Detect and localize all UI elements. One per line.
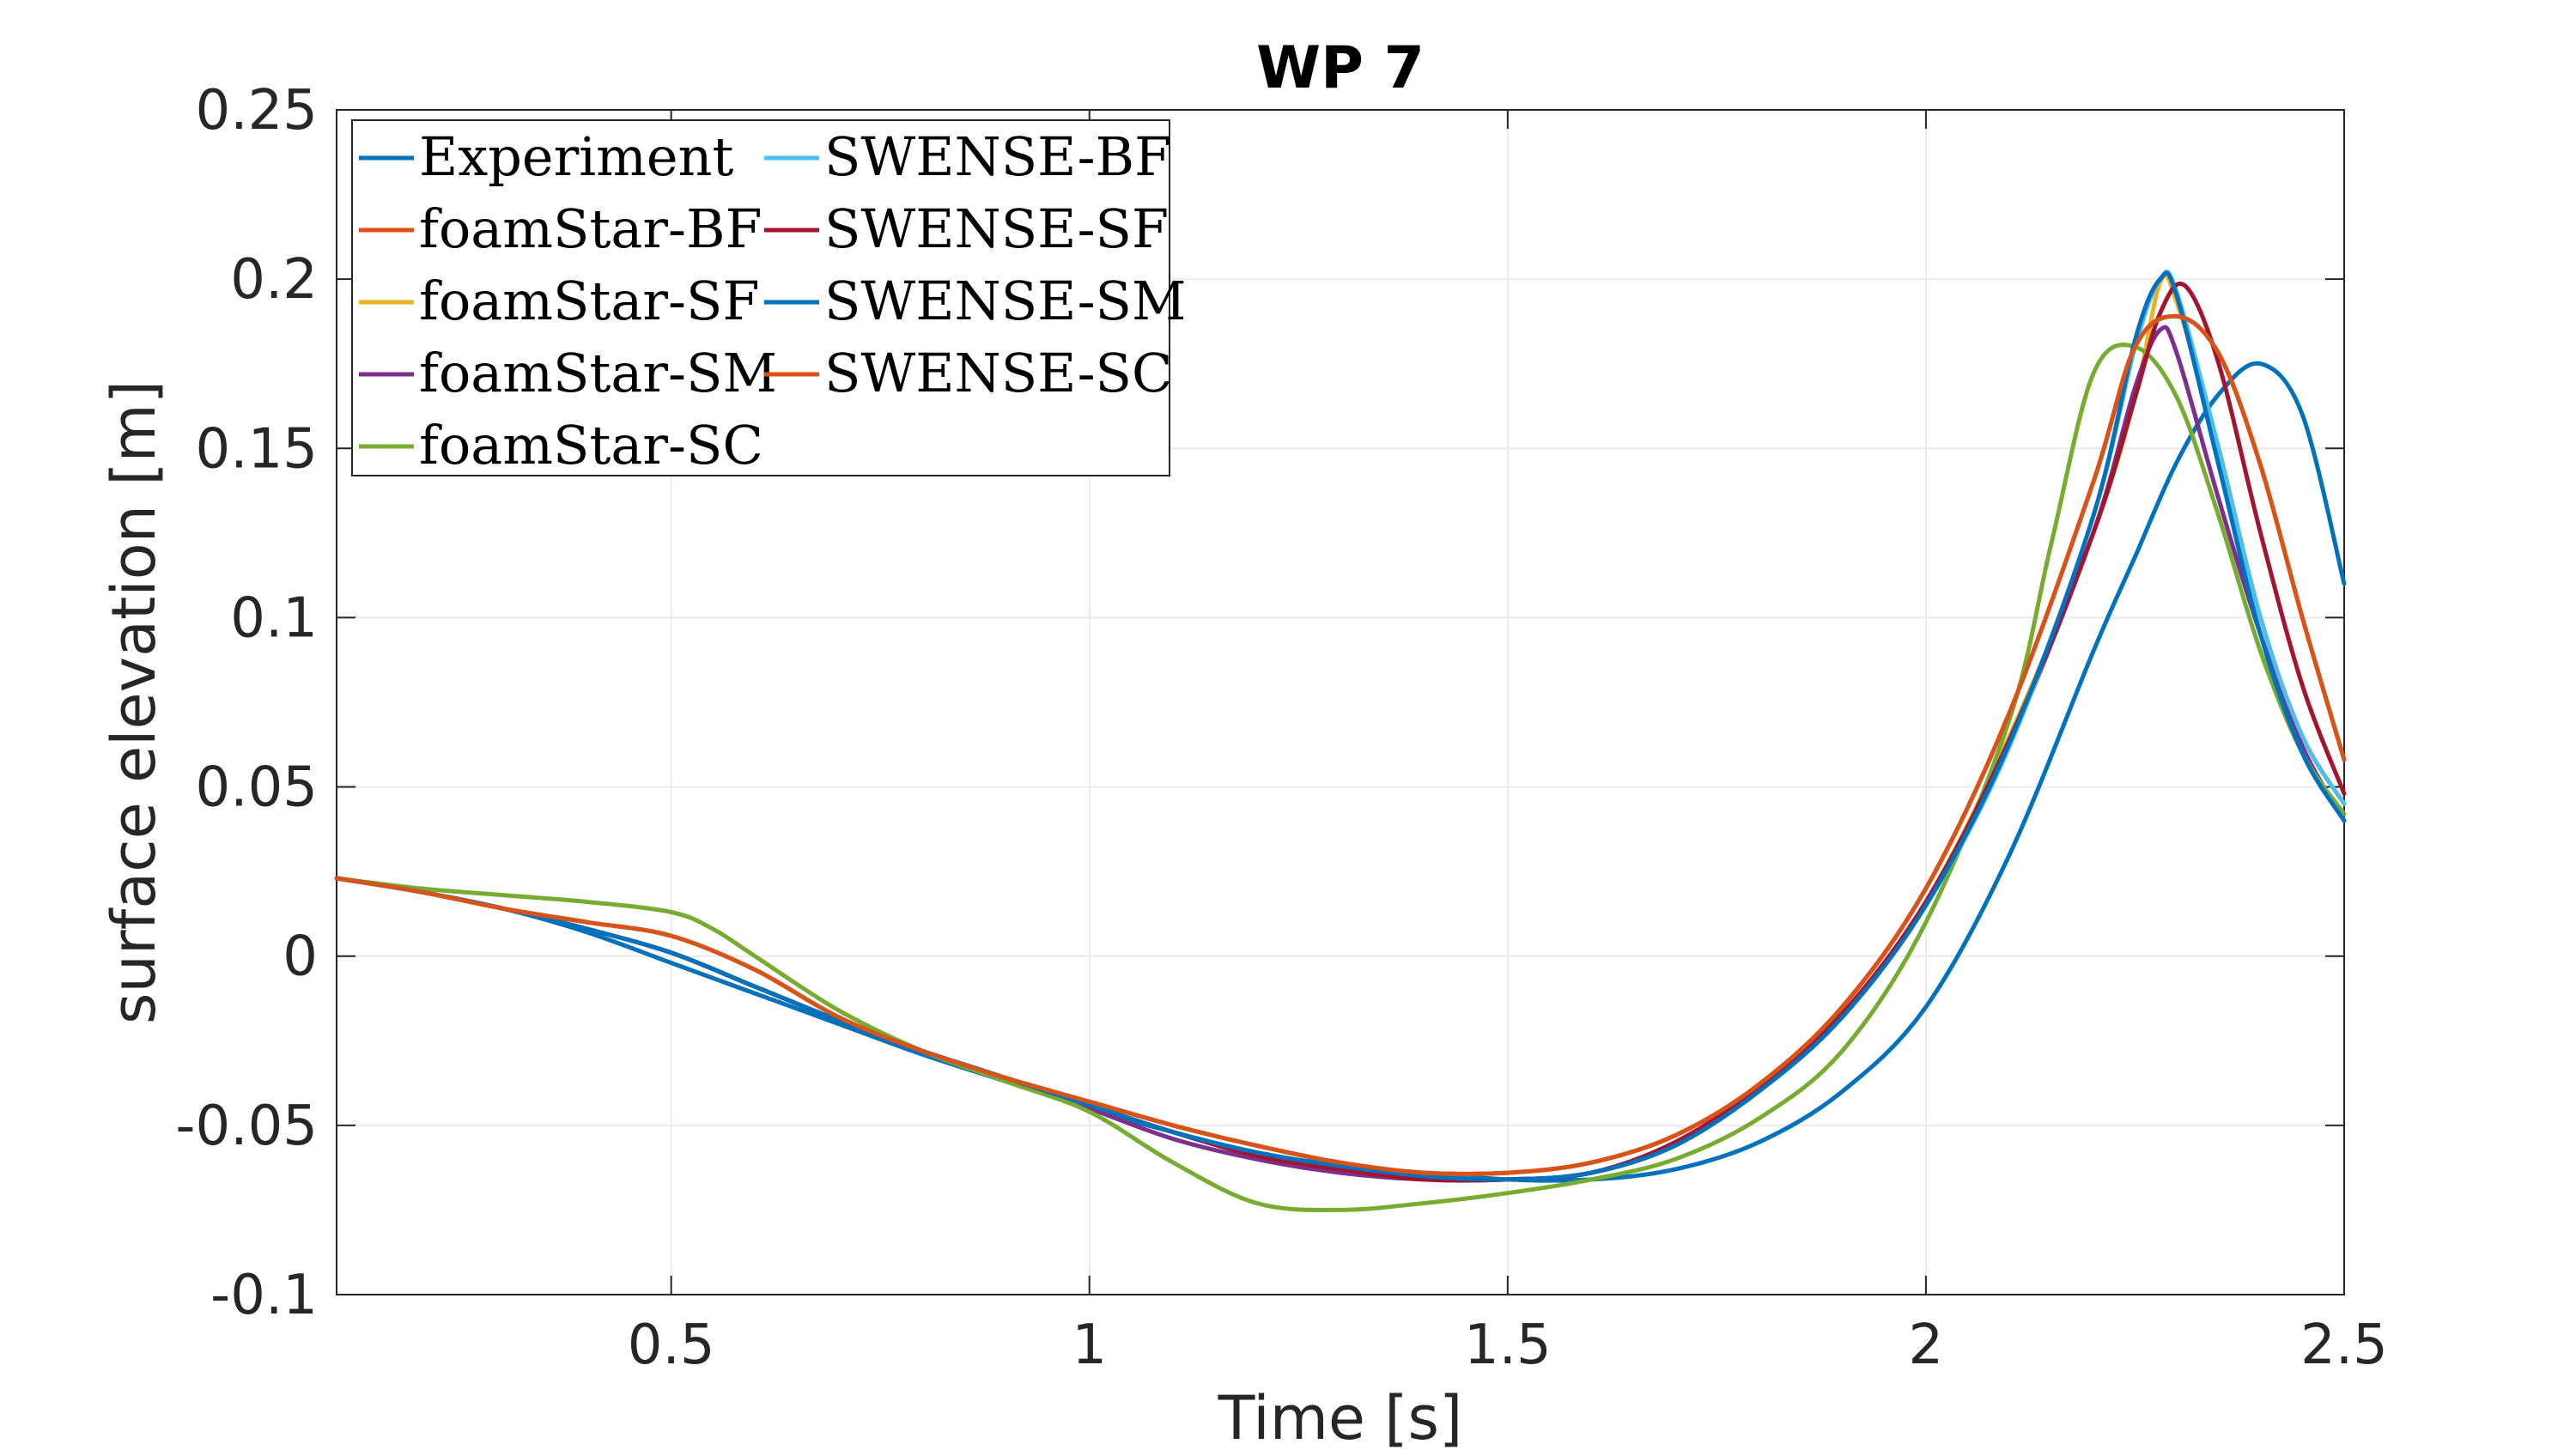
x-tick-label: 1.5	[1464, 1313, 1552, 1377]
legend-item-swense-sf: SWENSE-SF	[764, 197, 1169, 260]
legend-item-foamstar-sf: foamStar-SF	[359, 270, 759, 332]
plot-area	[336, 109, 2345, 1295]
legend-label: SWENSE-SF	[824, 197, 1169, 260]
x-tick-label: 0.5	[628, 1313, 715, 1377]
series-line-swense-sm	[334, 270, 2347, 1182]
series-lines	[334, 270, 2347, 1212]
legend-item-swense-sm: SWENSE-SM	[764, 270, 1187, 332]
legend-label: foamStar-SF	[419, 270, 759, 332]
y-tick-label: -0.1	[210, 1264, 318, 1327]
x-tick-label: 2	[1909, 1313, 1944, 1377]
x-axis-label: Time [s]	[1218, 1383, 1463, 1450]
x-tick-label: 1	[1072, 1313, 1107, 1377]
grid-lines	[337, 109, 2345, 1295]
y-tick-label: 0.05	[196, 756, 319, 820]
chart-title: WP 7	[1256, 34, 1425, 102]
y-tick-label: -0.05	[175, 1095, 318, 1158]
legend-label: SWENSE-BF	[824, 125, 1171, 188]
legend-item-foamstar-bf: foamStar-BF	[359, 197, 762, 260]
legend-item-foamstar-sc: foamStar-SC	[359, 414, 763, 476]
legend-item-foamstar-sm: foamStar-SM	[359, 342, 777, 404]
y-tick-label: 0.2	[230, 248, 318, 312]
y-tick-label: 0.1	[230, 586, 318, 650]
legend-item-swense-bf: SWENSE-BF	[764, 125, 1171, 188]
y-axis-label: surface elevation [m]	[99, 380, 169, 1024]
legend: Experiment foamStar-BF foamStar-SF foamStar…	[351, 119, 1187, 476]
legend-label: foamStar-SC	[419, 414, 763, 476]
y-tick-label: 0.25	[196, 79, 319, 143]
legend-box	[351, 119, 1170, 476]
legend-label: foamStar-SM	[419, 342, 777, 404]
x-tick-label: 2.5	[2300, 1313, 2388, 1377]
legend-label: Experiment	[419, 125, 733, 188]
legend-item-experiment: Experiment	[359, 125, 733, 188]
legend-item-swense-sc: SWENSE-SC	[764, 342, 1172, 404]
y-tick-label: 0.15	[196, 417, 319, 481]
axis-ticks: 0.5 1 1.5 2 2.5 -0.1 -0.05 0 0.05 0.1 0.15 0.2 0.25	[175, 79, 2387, 1377]
legend-label: SWENSE-SC	[824, 342, 1172, 404]
legend-label: SWENSE-SM	[824, 270, 1187, 332]
series-line-swense-sc	[334, 313, 2347, 1177]
y-tick-label: 0	[283, 925, 318, 989]
legend-label: foamStar-BF	[419, 197, 762, 260]
